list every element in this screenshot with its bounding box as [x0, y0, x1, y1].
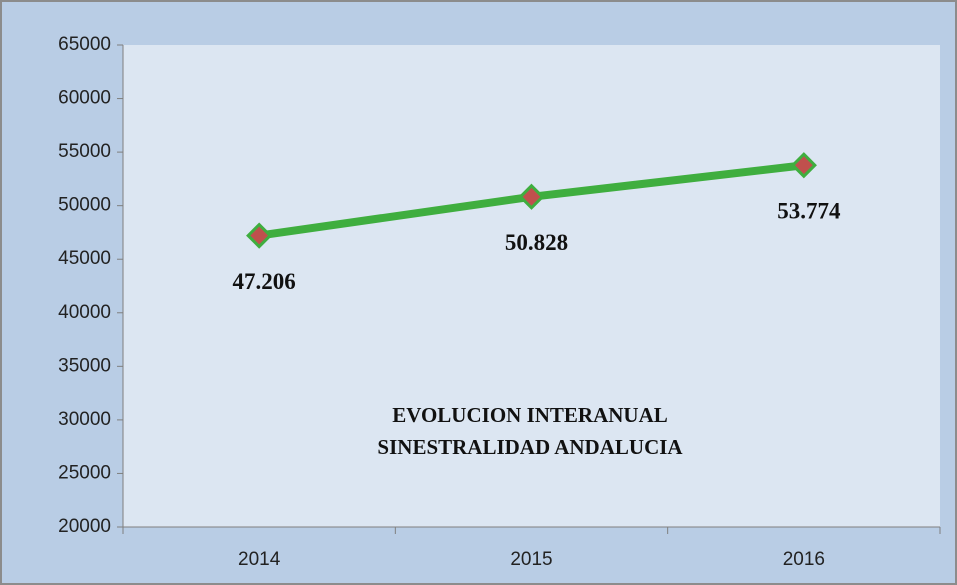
- data-label: 50.828: [505, 230, 568, 255]
- data-label: 53.774: [777, 199, 841, 224]
- y-tick-label: 45000: [58, 248, 111, 269]
- x-tick-label: 2014: [238, 549, 281, 570]
- y-tick-label: 50000: [58, 195, 111, 216]
- chart-title: SINESTRALIDAD ANDALUCIA: [377, 435, 683, 459]
- marker: [246, 222, 273, 249]
- y-tick-label: 35000: [58, 355, 111, 376]
- marker: [790, 152, 817, 179]
- x-tick-label: 2015: [510, 549, 552, 570]
- y-tick-label: 55000: [58, 141, 111, 162]
- y-tick-label: 60000: [58, 88, 111, 109]
- y-tick-label: 40000: [58, 302, 111, 323]
- x-tick-label: 2016: [783, 549, 825, 570]
- chart-title: EVOLUCION INTERANUAL: [392, 403, 668, 427]
- plot-area: [123, 45, 940, 527]
- data-label: 47.206: [233, 269, 296, 294]
- y-tick-label: 30000: [58, 409, 111, 430]
- y-tick-label: 20000: [58, 516, 111, 537]
- y-tick-label: 65000: [58, 34, 111, 55]
- y-tick-label: 25000: [58, 462, 111, 483]
- marker: [518, 183, 545, 210]
